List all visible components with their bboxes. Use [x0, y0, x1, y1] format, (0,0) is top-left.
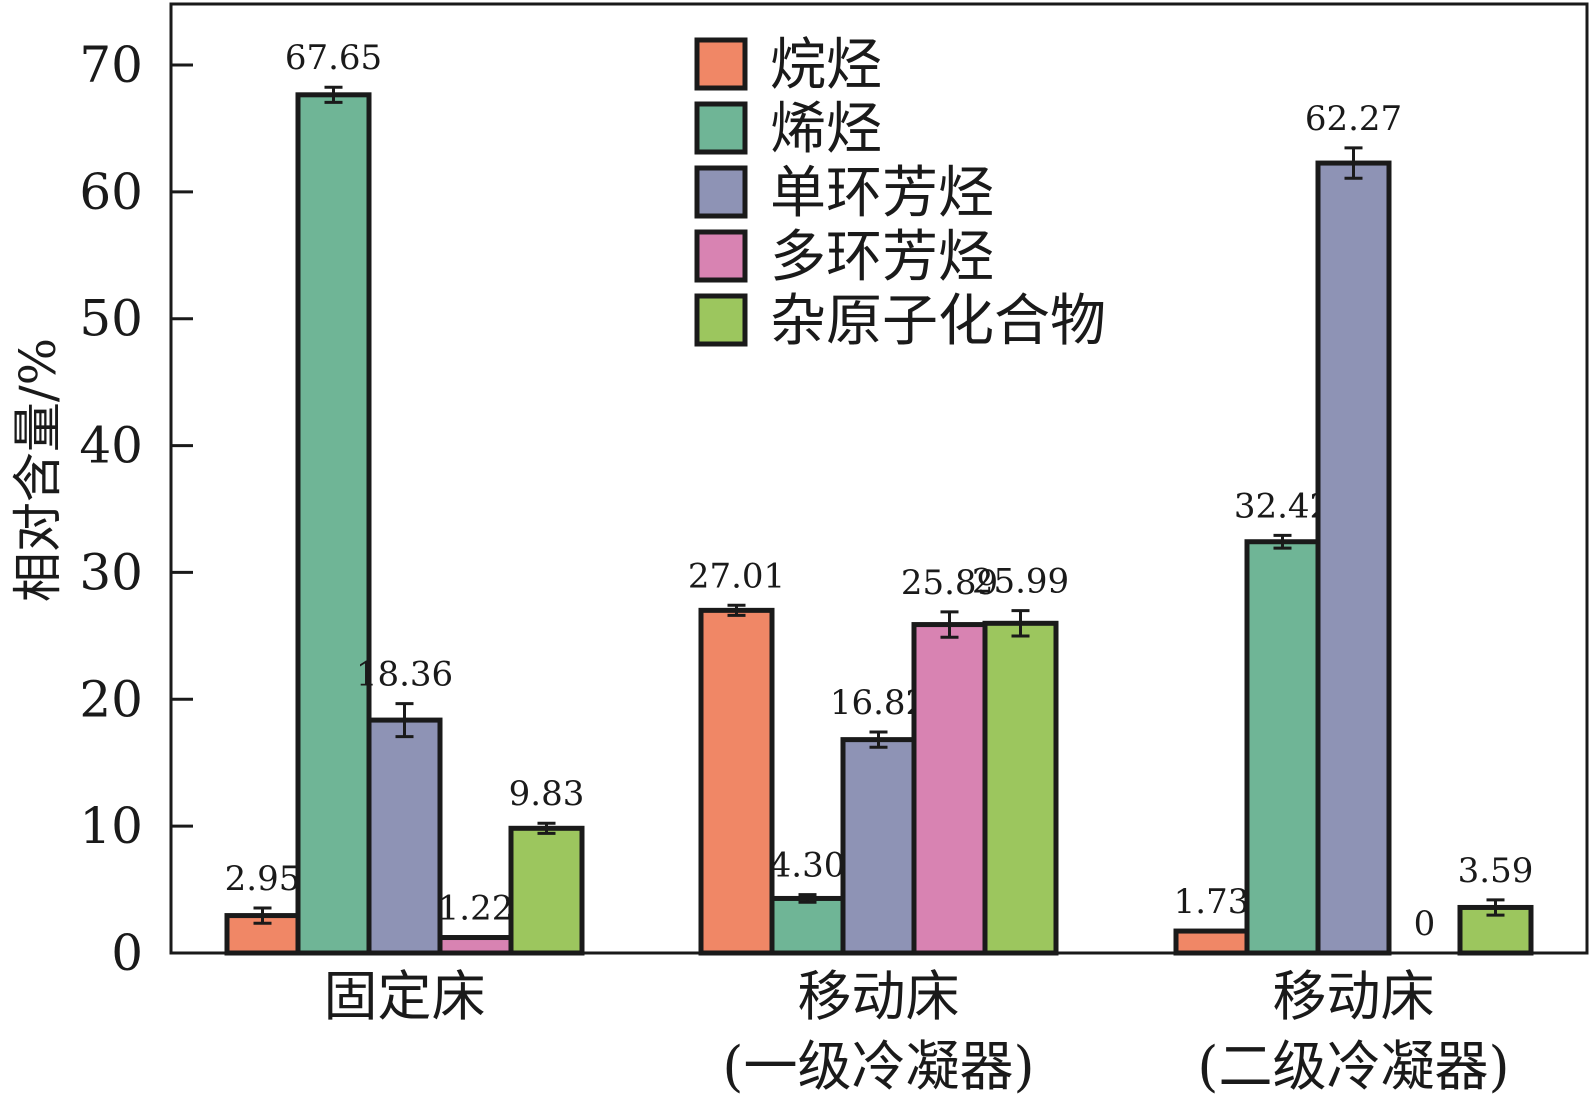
data-label: 0 — [1414, 904, 1436, 944]
data-label: 1.22 — [438, 889, 514, 929]
legend-label: 烯烃 — [770, 97, 882, 162]
bar — [1315, 160, 1392, 956]
data-label: 9.83 — [509, 774, 585, 814]
bar — [366, 717, 443, 956]
y-tick-label: 60 — [79, 163, 143, 221]
data-label: 25.89 — [901, 563, 998, 603]
y-tick-label: 70 — [79, 36, 143, 94]
legend-label: 多环芳烃 — [770, 225, 994, 290]
bar — [437, 935, 514, 956]
y-tick-label: 30 — [79, 543, 143, 601]
legend-label: 烷烃 — [770, 33, 882, 98]
bar — [769, 895, 846, 956]
category-label: 移动床 — [1273, 965, 1435, 1028]
data-label: 3.59 — [1458, 851, 1534, 891]
bar — [911, 622, 988, 956]
legend-label: 单环芳烃 — [770, 161, 994, 226]
data-label: 67.65 — [285, 38, 382, 78]
bar — [840, 737, 917, 956]
bar — [508, 825, 585, 956]
x-axis: 固定床 移动床 (一级冷凝器) 移动床 (二级冷凝器) — [324, 965, 1510, 1098]
y-axis-title: 相对含量/% — [9, 338, 67, 602]
legend-swatch — [694, 165, 748, 219]
legend-swatch — [694, 229, 748, 283]
data-label: 4.30 — [770, 846, 846, 886]
data-label: 1.73 — [1174, 882, 1250, 922]
y-tick-label: 20 — [79, 670, 143, 728]
data-label: 27.01 — [688, 556, 785, 596]
bars-layer: 2.95 27.01 1.73 67.65 4.30 32.42 18.36 16.82 62.… — [224, 38, 1534, 956]
category-label: 固定床 — [324, 965, 486, 1028]
y-axis: 0 10 20 30 40 50 60 70 — [79, 36, 193, 982]
bar — [698, 607, 775, 956]
data-label: 18.36 — [356, 655, 453, 695]
category-label: (二级冷凝器) — [1197, 1035, 1509, 1098]
category-label: (一级冷凝器) — [722, 1035, 1034, 1098]
data-label: 16.82 — [830, 683, 927, 723]
data-label: 32.42 — [1234, 486, 1331, 526]
bar — [1244, 539, 1321, 956]
y-tick-label: 10 — [79, 797, 143, 855]
y-tick-label: 50 — [79, 290, 143, 348]
bar — [1173, 928, 1250, 956]
y-tick-label: 0 — [111, 924, 143, 982]
bar — [295, 92, 372, 956]
data-label: 25.99 — [972, 562, 1069, 602]
legend-swatch — [694, 37, 748, 91]
legend-label: 杂原子化合物 — [770, 289, 1106, 354]
legend-swatch — [694, 101, 748, 155]
data-label: 2.95 — [225, 859, 301, 899]
legend-swatch — [694, 293, 748, 347]
data-label: 62.27 — [1305, 99, 1402, 139]
y-tick-label: 40 — [79, 417, 143, 475]
category-label: 移动床 — [798, 965, 960, 1028]
bar — [982, 620, 1059, 956]
